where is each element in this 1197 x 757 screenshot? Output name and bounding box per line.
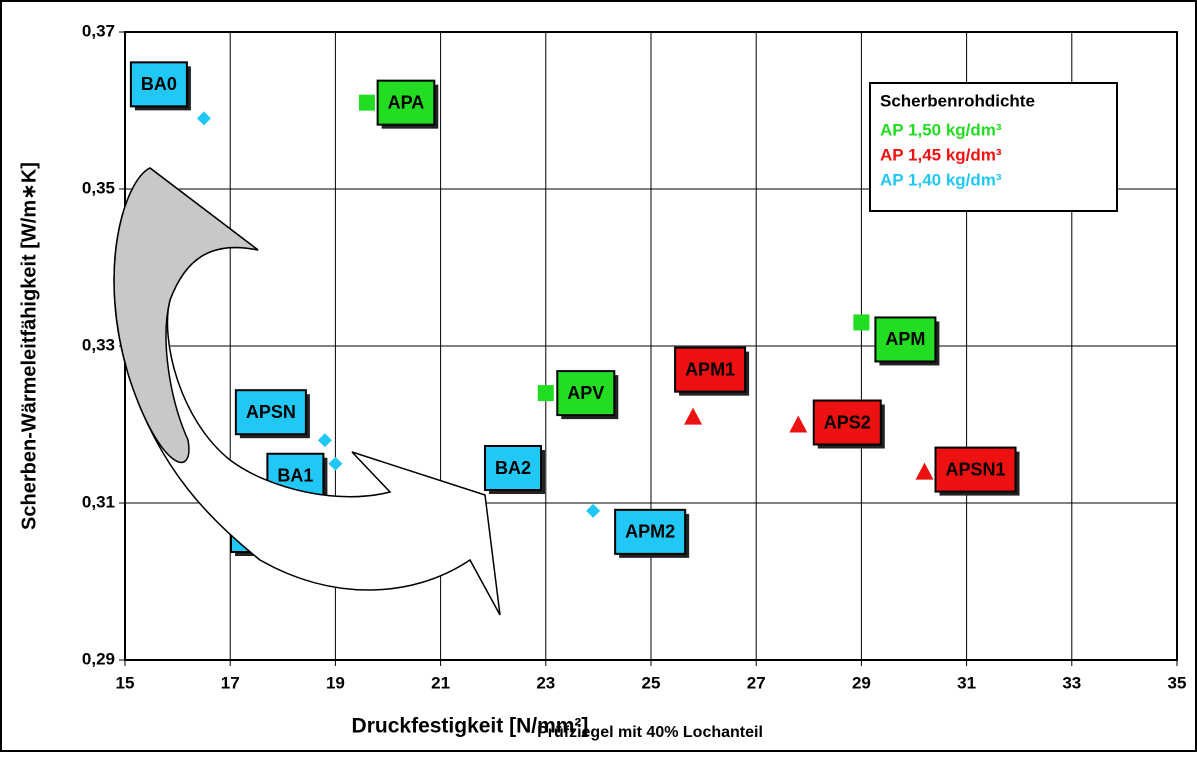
legend-title: Scherbenrohdichte <box>880 91 1035 110</box>
x-tick-label: 33 <box>1062 673 1081 692</box>
x-tick-label: 17 <box>221 673 240 692</box>
y-tick-label: 0,29 <box>82 649 115 668</box>
y-tick-label: 0,37 <box>82 21 115 40</box>
data-label: BA1 <box>277 466 313 486</box>
x-tick-label: 21 <box>431 673 450 692</box>
x-tick-label: 27 <box>747 673 766 692</box>
data-label: BA0 <box>141 74 177 94</box>
legend-entry: AP 1,50 kg/dm³ <box>880 120 1002 139</box>
x-tick-label: 25 <box>642 673 661 692</box>
point <box>538 385 554 401</box>
data-label: APS2 <box>824 412 871 432</box>
annotation-label: BA2 <box>495 458 531 478</box>
x-tick-label: 23 <box>536 673 555 692</box>
y-axis-label: Scherben-Wärmeleitfähigkeit [W/m∗K] <box>18 162 40 530</box>
chart: 15 17 19 21 23 25 27 29 31 33 35 0,29 0,31 0,33 0,35 0,… <box>0 0 1197 752</box>
y-tick-label: 0,33 <box>82 335 115 354</box>
x-tick-label: 35 <box>1168 673 1187 692</box>
point <box>359 95 375 111</box>
data-label: APA <box>388 92 425 112</box>
data-label: APV <box>567 383 604 403</box>
data-label: APM1 <box>685 359 735 379</box>
legend-entry: AP 1,45 kg/dm³ <box>880 145 1002 164</box>
y-tick-label: 0,35 <box>82 178 115 197</box>
x-axis-label: Druckfestigkeit [N/mm²] <box>352 715 589 738</box>
x-tick-label: 15 <box>116 673 135 692</box>
x-tick-label: 31 <box>957 673 976 692</box>
data-label: APM <box>885 329 925 349</box>
x-tick-label: 29 <box>852 673 871 692</box>
data-label: APSN <box>246 402 296 422</box>
point <box>853 314 869 330</box>
data-label: APSN1 <box>946 459 1006 479</box>
legend-entry: AP 1,40 kg/dm³ <box>880 170 1002 189</box>
y-tick-label: 0,31 <box>82 492 115 511</box>
data-label: APM2 <box>625 522 675 542</box>
x-tick-label: 19 <box>326 673 345 692</box>
